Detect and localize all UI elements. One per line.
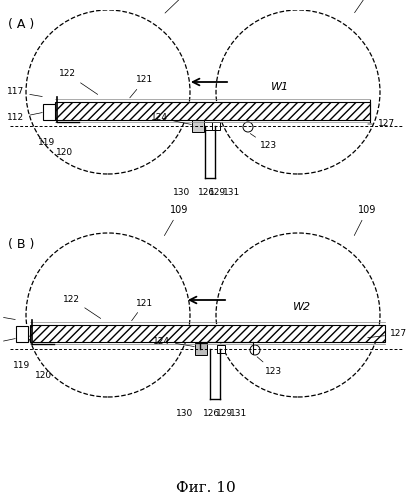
Text: 131: 131 xyxy=(223,188,241,197)
Text: 109: 109 xyxy=(165,0,201,13)
Text: 126: 126 xyxy=(204,409,220,418)
Text: ( B ): ( B ) xyxy=(8,238,34,251)
Text: 130: 130 xyxy=(173,188,191,197)
Text: W2: W2 xyxy=(293,302,311,312)
Text: 122: 122 xyxy=(63,294,101,318)
Bar xyxy=(43,104,55,120)
Bar xyxy=(212,122,220,130)
Text: 126: 126 xyxy=(199,188,215,197)
Text: 112: 112 xyxy=(7,112,42,122)
Text: 131: 131 xyxy=(230,409,248,418)
Text: 109: 109 xyxy=(355,0,382,12)
Bar xyxy=(192,120,204,132)
Bar xyxy=(217,345,225,353)
Text: 123: 123 xyxy=(257,357,282,376)
Text: ( A ): ( A ) xyxy=(8,18,34,31)
Text: 120: 120 xyxy=(35,371,53,380)
Text: 119: 119 xyxy=(13,361,30,370)
Text: 123: 123 xyxy=(250,134,277,150)
Text: 109: 109 xyxy=(354,205,377,236)
Text: 124: 124 xyxy=(153,336,194,346)
Text: 127: 127 xyxy=(368,120,395,128)
Text: 109: 109 xyxy=(164,205,188,236)
Text: 122: 122 xyxy=(59,70,98,94)
Text: 119: 119 xyxy=(38,138,56,147)
Text: 121: 121 xyxy=(131,298,153,321)
Text: Фиг. 10: Фиг. 10 xyxy=(176,481,236,495)
Bar xyxy=(194,122,216,130)
Text: 130: 130 xyxy=(176,409,194,418)
Text: 120: 120 xyxy=(56,148,74,157)
Text: W1: W1 xyxy=(271,82,289,92)
Text: 112: 112 xyxy=(0,338,15,348)
Bar xyxy=(16,326,28,342)
Text: 117: 117 xyxy=(7,88,42,96)
Bar xyxy=(30,325,385,342)
Text: 129: 129 xyxy=(216,409,234,418)
Text: 129: 129 xyxy=(209,188,227,197)
Text: 124: 124 xyxy=(151,114,191,124)
Text: 127: 127 xyxy=(368,330,407,338)
Bar xyxy=(55,102,370,120)
Bar xyxy=(195,343,207,355)
Text: 117: 117 xyxy=(0,310,15,320)
Text: 121: 121 xyxy=(130,76,153,98)
